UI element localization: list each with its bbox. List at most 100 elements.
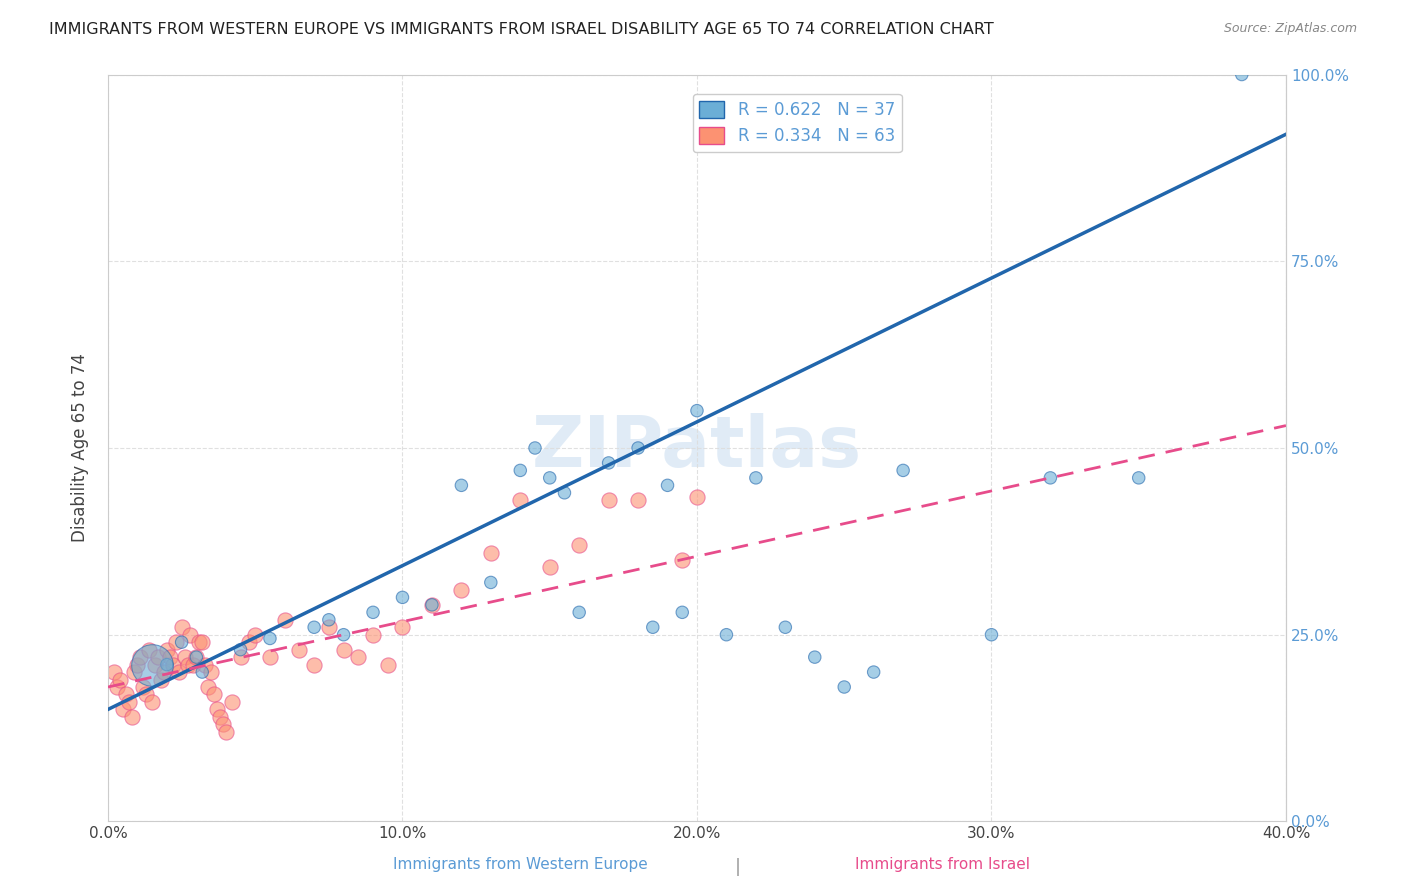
Point	[208, 710, 231, 724]
Text: ZIPatlas: ZIPatlas	[531, 414, 862, 483]
Point	[686, 490, 709, 504]
Point	[332, 628, 354, 642]
Point	[391, 620, 413, 634]
Text: Source: ZipAtlas.com: Source: ZipAtlas.com	[1223, 22, 1357, 36]
Point	[716, 628, 738, 642]
Point	[170, 620, 193, 634]
Text: |: |	[735, 858, 741, 876]
Point	[191, 635, 214, 649]
Point	[686, 403, 709, 417]
Text: Immigrants from Western Europe: Immigrants from Western Europe	[392, 857, 648, 872]
Point	[479, 545, 502, 559]
Point	[273, 613, 295, 627]
Point	[132, 680, 155, 694]
Point	[775, 620, 797, 634]
Point	[302, 620, 325, 634]
Point	[138, 642, 160, 657]
Point	[129, 650, 152, 665]
Point	[205, 702, 228, 716]
Point	[1128, 471, 1150, 485]
Point	[124, 665, 146, 679]
Point	[179, 628, 201, 642]
Point	[121, 710, 143, 724]
Point	[162, 657, 184, 672]
Point	[391, 591, 413, 605]
Point	[627, 493, 650, 508]
Point	[143, 657, 166, 672]
Text: IMMIGRANTS FROM WESTERN EUROPE VS IMMIGRANTS FROM ISRAEL DISABILITY AGE 65 TO 74: IMMIGRANTS FROM WESTERN EUROPE VS IMMIGR…	[49, 22, 994, 37]
Point	[200, 665, 222, 679]
Point	[553, 485, 575, 500]
Point	[114, 688, 136, 702]
Point	[657, 478, 679, 492]
Point	[332, 642, 354, 657]
Point	[347, 650, 370, 665]
Point	[745, 471, 768, 485]
Text: Immigrants from Israel: Immigrants from Israel	[855, 857, 1029, 872]
Point	[1230, 68, 1253, 82]
Y-axis label: Disability Age 65 to 74: Disability Age 65 to 74	[72, 353, 89, 542]
Point	[259, 650, 281, 665]
Point	[229, 642, 252, 657]
Point	[202, 688, 225, 702]
Point	[302, 657, 325, 672]
Point	[194, 657, 217, 672]
Point	[598, 456, 620, 470]
Point	[105, 680, 128, 694]
Point	[671, 605, 693, 619]
Point	[980, 628, 1002, 642]
Point	[176, 657, 198, 672]
Point	[420, 598, 443, 612]
Point	[671, 553, 693, 567]
Point	[186, 650, 208, 665]
Point	[420, 598, 443, 612]
Point	[450, 478, 472, 492]
Point	[117, 695, 139, 709]
Point	[135, 688, 157, 702]
Point	[141, 657, 163, 672]
Point	[259, 632, 281, 646]
Point	[245, 628, 267, 642]
Point	[598, 493, 620, 508]
Point	[111, 702, 134, 716]
Point	[803, 650, 825, 665]
Point	[156, 642, 179, 657]
Point	[153, 665, 176, 679]
Point	[165, 635, 187, 649]
Point	[891, 463, 914, 477]
Point	[568, 538, 591, 552]
Point	[229, 650, 252, 665]
Point	[159, 650, 181, 665]
Point	[862, 665, 884, 679]
Point	[627, 441, 650, 455]
Point	[288, 642, 311, 657]
Point	[127, 657, 149, 672]
Point	[108, 673, 131, 687]
Point	[361, 605, 384, 619]
Point	[156, 657, 179, 672]
Point	[318, 620, 340, 634]
Point	[361, 628, 384, 642]
Point	[188, 635, 211, 649]
Point	[538, 471, 561, 485]
Point	[238, 635, 260, 649]
Point	[450, 582, 472, 597]
Point	[568, 605, 591, 619]
Point	[479, 575, 502, 590]
Point	[146, 650, 169, 665]
Point	[524, 441, 547, 455]
Point	[211, 717, 233, 731]
Point	[318, 613, 340, 627]
Point	[509, 463, 531, 477]
Point	[832, 680, 855, 694]
Point	[538, 560, 561, 574]
Point	[167, 665, 190, 679]
Point	[641, 620, 664, 634]
Point	[150, 673, 173, 687]
Point	[186, 650, 208, 665]
Point	[141, 695, 163, 709]
Point	[183, 657, 205, 672]
Point	[1039, 471, 1062, 485]
Point	[197, 680, 219, 694]
Point	[103, 665, 125, 679]
